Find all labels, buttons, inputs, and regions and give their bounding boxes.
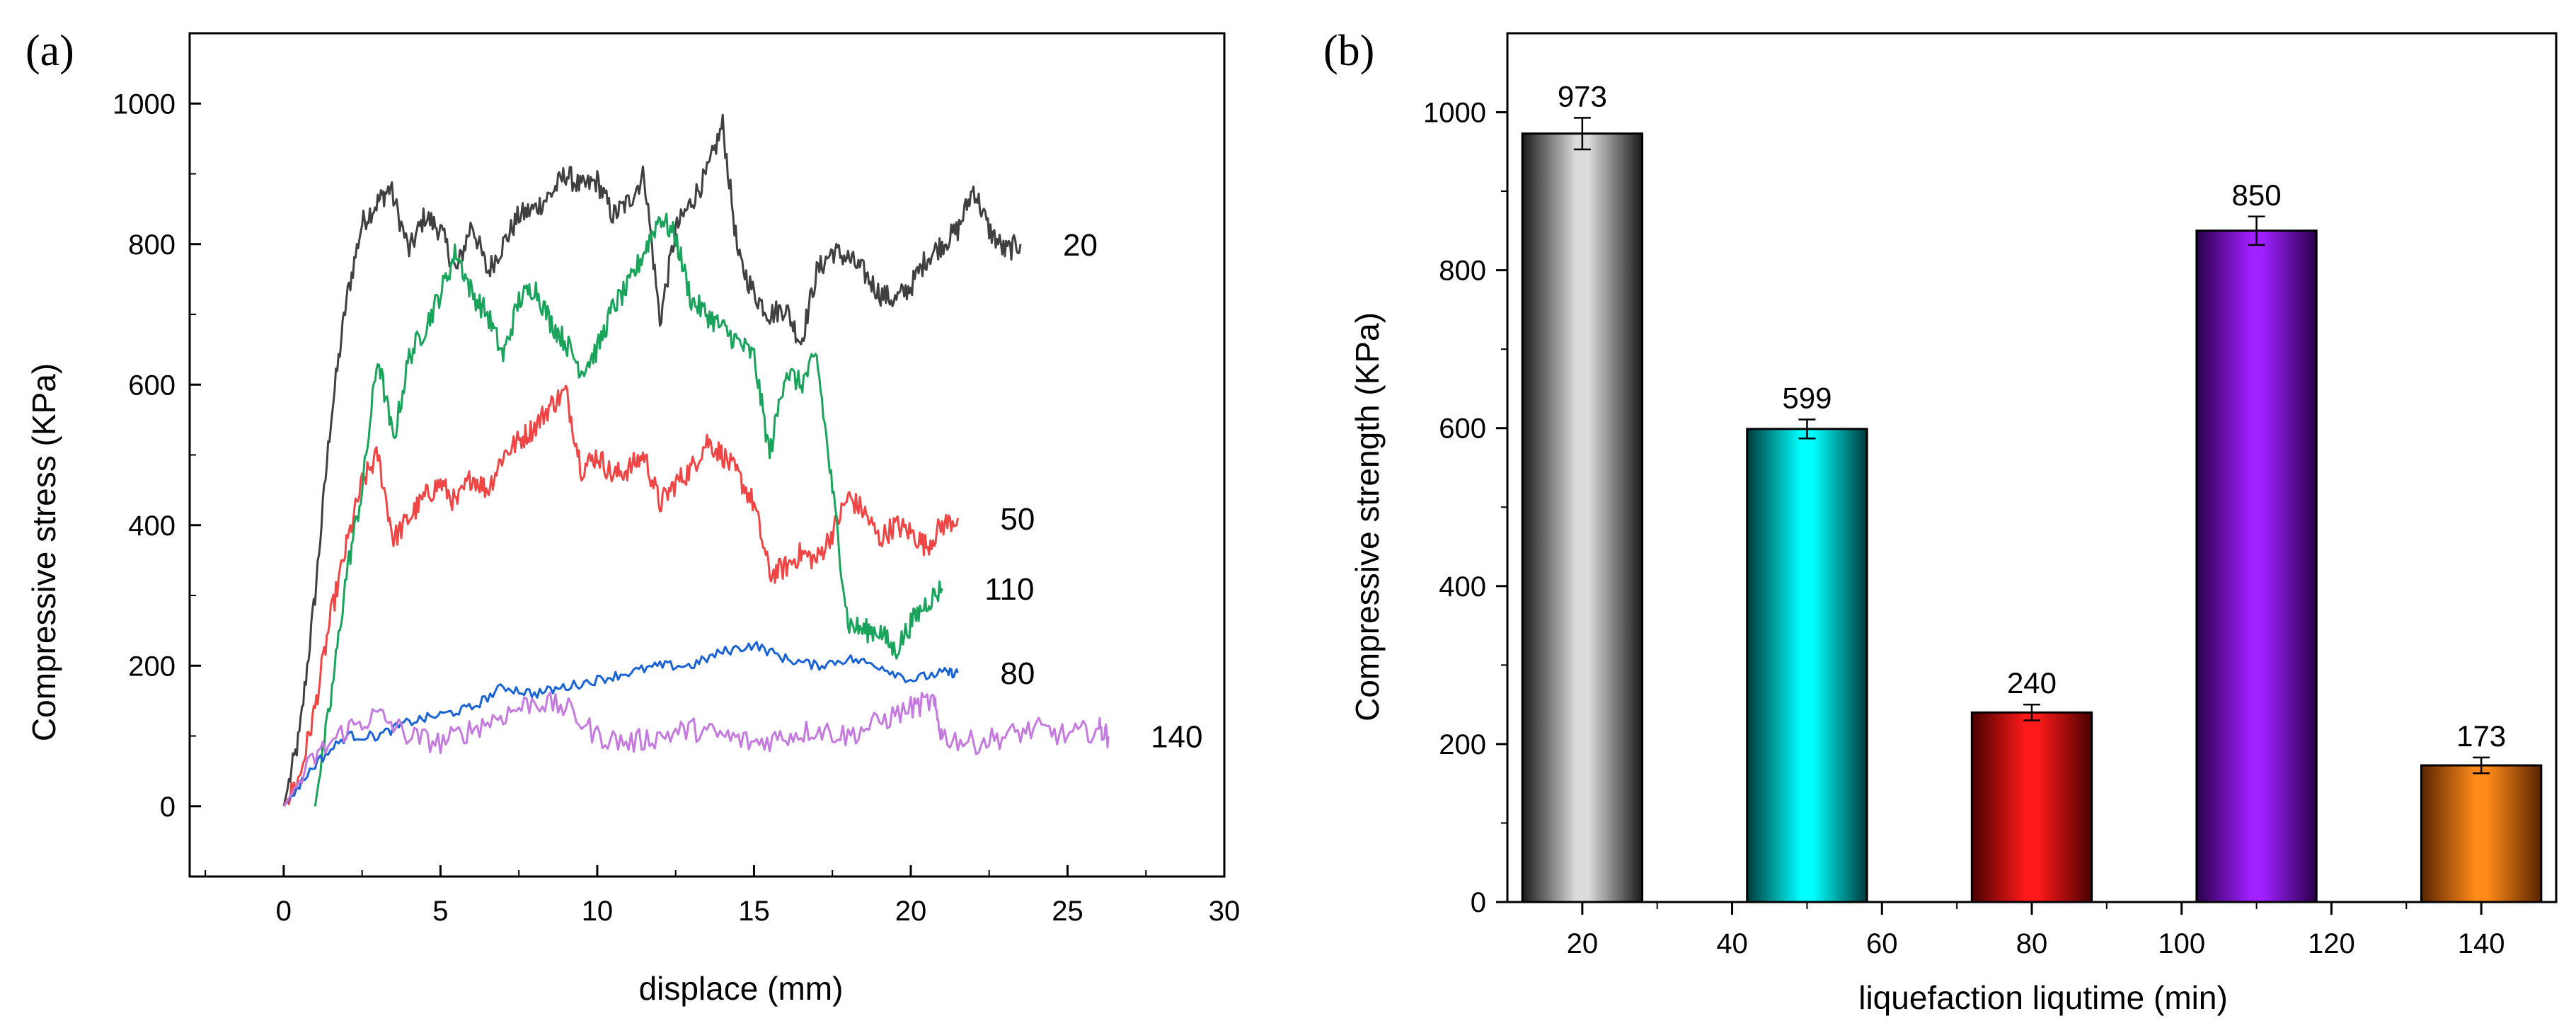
panel-a-x-tick-label: 10: [582, 896, 614, 927]
bar-value-label-599: 599: [1782, 381, 1832, 414]
panel-b-x-tick-label: 20: [1567, 928, 1599, 959]
panel-b-x-tick-label: 60: [1866, 928, 1898, 959]
panel-b: (b) 973 599 240 850 173 20 40 60 80 100 120 140 0 2…: [1323, 27, 2558, 1016]
bar-value-label-240: 240: [2007, 666, 2057, 700]
panel-a-x-axis-title: displace (mm): [639, 970, 844, 1007]
panel-a-y-axis: 0 200 400 600 800 1000: [113, 89, 201, 823]
series-line-140: [282, 691, 1110, 807]
panel-b-y-tick-label: 200: [1439, 729, 1486, 760]
panel-a-y-axis-title: Compressive stress (KPa): [25, 363, 62, 741]
series-label-110: 110: [984, 572, 1034, 607]
panel-a-y-tick-label: 1000: [113, 89, 176, 120]
series-label-20: 20: [1063, 228, 1098, 263]
panel-a-x-axis: 0 5 10 15 20 25 30: [205, 865, 1240, 927]
panel-a-series-group: [282, 113, 1110, 807]
panel-b-y-tick-label: 0: [1471, 887, 1486, 918]
panel-b-x-axis: 20 40 60 80 100 120 140: [1567, 902, 2505, 959]
panel-b-x-tick-label: 100: [2158, 928, 2205, 959]
bar-240: [1970, 711, 2093, 903]
panel-b-x-tick-label: 120: [2308, 928, 2355, 959]
panel-a-y-tick-label: 600: [128, 370, 176, 401]
panel-b-x-tick-label: 80: [2016, 928, 2048, 959]
series-line-80: [282, 641, 959, 807]
bar-173: [2420, 764, 2543, 903]
panel-a-x-tick-label: 15: [738, 896, 770, 927]
panel-b-x-axis-title: liquefaction liqutime (min): [1858, 979, 2228, 1016]
panel-a-x-tick-label: 20: [895, 896, 927, 927]
panel-a: (a) 0 5 10 15 20 25 30 0 200 400 600 800 1000 20 50 1…: [25, 27, 1240, 1007]
bar-599: [1746, 428, 1868, 903]
panel-a-x-tick-label: 25: [1052, 896, 1083, 927]
panel-b-y-axis: 0 200 400 600 800 1000: [1423, 98, 1507, 918]
series-label-50: 50: [1000, 502, 1035, 537]
bar-value-label-850: 850: [2232, 178, 2282, 212]
panel-b-x-tick-label: 40: [1716, 928, 1748, 959]
panel-b-y-tick-label: 400: [1439, 571, 1486, 603]
panel-a-plot-area: [188, 32, 1226, 878]
panel-b-label: (b): [1323, 27, 1374, 75]
panel-b-y-tick-label: 800: [1439, 256, 1486, 287]
panel-b-y-axis-title: Compressive strength (KPa): [1349, 312, 1386, 721]
panel-a-x-tick-label: 0: [276, 896, 292, 927]
panel-a-series-labels: 20 50 110 80 140: [984, 228, 1202, 755]
bar-973: [1521, 132, 1644, 903]
bar-value-label-173: 173: [2456, 719, 2506, 753]
panel-b-x-tick-label: 140: [2458, 928, 2505, 959]
panel-a-frame: [188, 32, 1226, 878]
series-line-50: [282, 384, 959, 807]
panel-a-y-tick-label: 800: [128, 229, 176, 261]
series-label-140: 140: [1151, 720, 1202, 755]
panel-a-label: (a): [25, 27, 74, 75]
panel-b-y-tick-label: 600: [1439, 413, 1486, 445]
series-label-80: 80: [1000, 656, 1035, 691]
panel-a-x-tick-label: 30: [1209, 896, 1241, 927]
series-line-20: [282, 113, 1022, 807]
panel-a-y-tick-label: 0: [160, 792, 176, 823]
panel-b-bars-group: 973 599 240 850 173: [1521, 79, 2543, 903]
panel-b-y-tick-label: 1000: [1423, 98, 1486, 129]
bar-value-label-973: 973: [1558, 79, 1607, 113]
panel-a-y-tick-label: 200: [128, 651, 176, 682]
series-line-110: [314, 212, 943, 807]
panel-a-y-tick-label: 400: [128, 510, 176, 542]
panel-a-x-tick-label: 5: [432, 896, 448, 927]
bar-850: [2195, 229, 2318, 903]
